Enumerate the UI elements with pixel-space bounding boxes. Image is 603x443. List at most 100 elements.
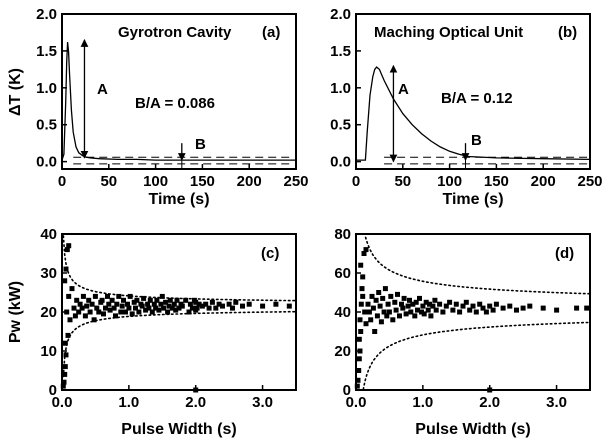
panel-c-x-tick-label: 0.0: [52, 394, 73, 411]
panel-d-data-point: [490, 307, 496, 313]
panel-d-data-point: [470, 303, 476, 309]
panel-d-data-point: [354, 383, 360, 389]
panel-c-data-point: [82, 313, 88, 319]
panel-c-data-point: [103, 305, 108, 311]
panel-d-data-point: [403, 311, 409, 317]
panel-c-data-point: [226, 301, 232, 307]
panel-c-data-point: [91, 317, 97, 323]
panel-c-data-point: [101, 311, 106, 317]
panel-a-x-tick-label: 150: [190, 173, 215, 190]
panel-a: 0 50 100 150 200 250 0.0 0.5 1.0 1.5 2.0 Gyrotron …: [7, 6, 309, 208]
panel-d-data-point: [357, 348, 363, 354]
panel-c-data-point: [147, 297, 153, 303]
panel-d-data-point: [401, 295, 407, 301]
panel-c-data-point: [153, 305, 159, 311]
panel-d-data-point: [376, 290, 382, 295]
panel-c-data-point: [193, 299, 199, 305]
panel-c-data-point: [183, 297, 189, 303]
panel-d-data-point: [355, 377, 361, 383]
panel-d-data-point: [540, 305, 546, 311]
panel-d-data-point: [392, 299, 398, 305]
panel-d-data-point: [380, 295, 386, 301]
panel-c-data-point: [63, 266, 69, 272]
panel-c-data-point: [86, 297, 92, 303]
panel-d-data-layer: 0.0 1.0 2.0 3.0 0 20 40 60 80: [334, 226, 592, 411]
panel-c-y-tick-label: 40: [40, 226, 57, 243]
panel-c-data-point: [126, 305, 132, 311]
panel-c-data-point: [62, 278, 68, 284]
panel-c-data-point: [216, 301, 222, 307]
panel-d-data-point: [386, 309, 392, 315]
panel-c-envelope-upper: [62, 235, 298, 302]
panel-b-label: (b): [558, 24, 577, 41]
panel-d-data-point: [395, 291, 400, 297]
panel-a-x-tick-label: 0: [58, 173, 66, 190]
panel-c-data-point: [63, 352, 69, 358]
panel-d-data-point: [453, 301, 459, 307]
panel-c-data-point: [107, 307, 113, 313]
panel-d-data-point: [467, 307, 473, 313]
panel-c-data-point: [69, 286, 75, 292]
panel-d-data-point: [487, 303, 493, 309]
panel-d-data-point: [412, 313, 418, 319]
panel-c-data-point: [76, 309, 82, 315]
panel-c-data-point: [125, 301, 130, 307]
panel-d-data-point: [369, 293, 375, 299]
panel-c-data-point: [61, 379, 67, 385]
panel-d-data-point: [527, 303, 533, 309]
panel-b-xlabel: Time (s): [442, 191, 503, 208]
panel-a-x-tick-label: 250: [283, 173, 308, 190]
panel-c: 0.0 1.0 2.0 3.0 0 10 20 30 40 (c) Pulse Width (s…: [7, 226, 298, 438]
panel-c-data-point: [89, 301, 95, 307]
panel-d-data-point: [425, 307, 431, 313]
panel-d-data-point: [405, 303, 411, 309]
panel-d-data-point: [507, 303, 513, 309]
panel-c-data-point: [189, 305, 195, 311]
panel-c-data-point: [187, 301, 193, 307]
panel-c-data-point: [79, 305, 85, 311]
panel-c-data-point: [199, 303, 205, 309]
panel-c-data-point: [129, 311, 135, 317]
panel-d-data-point: [427, 301, 432, 307]
panel-d-data-point: [372, 329, 378, 334]
panel-c-y-tick-label: 30: [40, 265, 57, 282]
panel-d-data-point: [419, 309, 424, 315]
panel-a-annotation-A: A: [97, 81, 108, 98]
panel-c-data-point: [116, 293, 122, 299]
panel-d-data-point: [358, 329, 364, 334]
panel-c-xlabel: Pulse Width (s): [121, 421, 236, 438]
panel-d-data-point: [378, 319, 384, 325]
panel-c-frame: [61, 233, 297, 391]
panel-c-data-point: [106, 301, 112, 307]
panel-c-data-point: [114, 301, 120, 307]
panel-d-data-point: [400, 305, 406, 311]
panel-b-title: Maching Optical Unit: [374, 24, 523, 41]
panel-c-data-point: [111, 305, 117, 311]
panel-d-data-point: [415, 307, 420, 313]
panel-d-data-point: [363, 247, 369, 253]
panel-c-data-point: [77, 301, 83, 307]
panel-d-y-tick-label: 40: [334, 304, 351, 321]
panel-d-data-point: [483, 309, 489, 315]
panel-c-data-point: [196, 301, 202, 307]
panel-d-data-point: [477, 301, 483, 307]
panel-d-data-point: [374, 313, 380, 319]
panel-d-data-point: [359, 286, 365, 292]
panel-c-data-point: [179, 303, 185, 309]
panel-d-x-tick-label: 0.0: [346, 394, 367, 411]
panel-b-y-tick-label: 1.0: [330, 80, 351, 97]
panel-d-data-point: [514, 307, 519, 313]
panel-c-data-point: [64, 247, 70, 253]
panel-d-data-point: [440, 309, 446, 315]
panel-c-data-point: [230, 305, 235, 311]
panel-d-data-point: [433, 307, 439, 313]
panel-c-data-point: [99, 297, 105, 303]
panel-d-y-tick-label: 80: [334, 226, 351, 243]
panel-c-data-point: [74, 297, 80, 303]
panel-d-data-point: [413, 299, 419, 305]
panel-c-data-point: [145, 301, 151, 307]
panel-d-x-tick-label: 1.0: [412, 394, 433, 411]
panel-d-data-point: [520, 305, 526, 311]
panel-d-envelope-upper: [364, 236, 592, 295]
panel-c-data-point: [273, 301, 279, 307]
